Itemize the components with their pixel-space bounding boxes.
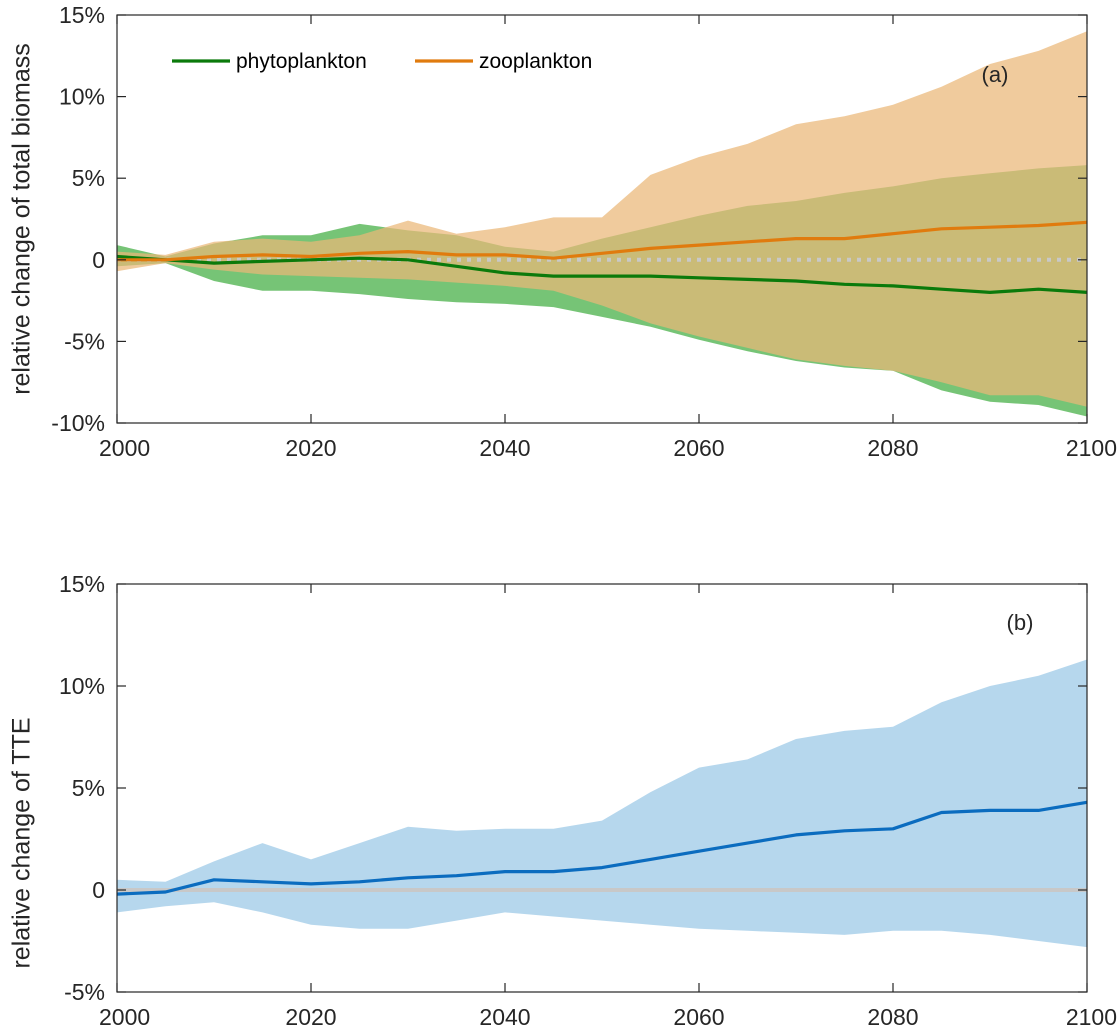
x-tick-label: 2080 — [867, 1004, 918, 1030]
panel-b: 2000 2020 2040 2060 2080 2100 -5% 0 5% 10% 15% rela… — [8, 571, 1117, 1030]
x-tick-label: 2040 — [479, 435, 530, 461]
x-tick-label: 2000 — [99, 1004, 150, 1030]
x-tick-label: 2100 — [1066, 1004, 1117, 1030]
x-tick-label: 2020 — [285, 435, 336, 461]
phytoplankton-mean-line — [116, 254, 1088, 294]
x-tick-label: 2060 — [673, 1004, 724, 1030]
x-tick-label: 2080 — [867, 435, 918, 461]
phytoplankton-legend-label: phytoplankton — [236, 50, 367, 73]
x-tick-label: 2040 — [479, 1004, 530, 1030]
y-tick-label: 15% — [59, 2, 105, 28]
panel-label: (b) — [1007, 610, 1034, 635]
x-tick-label: 2020 — [285, 1004, 336, 1030]
y-tick-label: 0 — [92, 247, 105, 273]
x-tick-label: 2000 — [99, 435, 150, 461]
y-tick-label: 10% — [59, 673, 105, 699]
panel-label: (a) — [982, 62, 1009, 87]
zooplankton-mean-line — [117, 220, 1088, 262]
y-tick-label: 15% — [59, 571, 105, 597]
y-tick-label: 5% — [72, 775, 105, 801]
TTE-mean-line — [116, 800, 1088, 896]
x-tick-label: 2100 — [1066, 435, 1117, 461]
y-tick-label: 10% — [59, 84, 105, 110]
y-tick-label: -10% — [51, 410, 105, 436]
y-axis-title: relative change of total biomass — [8, 43, 36, 395]
y-tick-label: 5% — [72, 165, 105, 191]
y-axis-title: relative change of TTE — [8, 717, 36, 968]
TTE-range-band — [117, 659, 1087, 948]
y-tick-label: 0 — [92, 877, 105, 903]
zooplankton-legend-label: zooplankton — [479, 50, 592, 73]
zooplankton-range-band — [117, 31, 1087, 407]
axes-frame — [116, 14, 1088, 424]
y-tick-label: -5% — [64, 328, 105, 354]
panel-a: 2000 2020 2040 2060 2080 2100 -10% -5% 0 5% 10% 15%… — [8, 2, 1117, 461]
y-tick-label: -5% — [64, 979, 105, 1005]
x-tick-label: 2060 — [673, 435, 724, 461]
legend: phytoplankton zooplankton — [172, 50, 592, 73]
